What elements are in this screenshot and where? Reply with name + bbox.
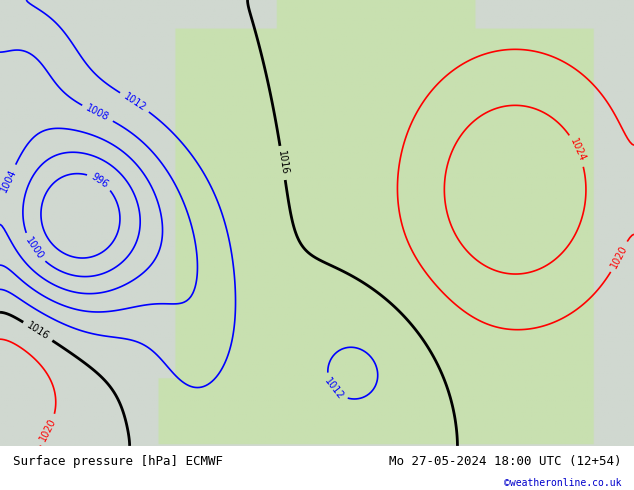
Text: 1024: 1024 bbox=[568, 137, 587, 164]
Text: 1008: 1008 bbox=[84, 103, 111, 123]
Text: 1012: 1012 bbox=[122, 91, 148, 113]
Text: 1004: 1004 bbox=[0, 167, 18, 194]
Text: 1000: 1000 bbox=[23, 235, 45, 261]
Text: 1016: 1016 bbox=[276, 150, 290, 176]
Text: 1020: 1020 bbox=[38, 416, 58, 443]
Text: 1012: 1012 bbox=[322, 376, 345, 401]
Text: 996: 996 bbox=[89, 172, 110, 190]
Text: Surface pressure [hPa] ECMWF: Surface pressure [hPa] ECMWF bbox=[13, 455, 223, 468]
Text: 1016: 1016 bbox=[25, 320, 51, 342]
Text: Mo 27-05-2024 18:00 UTC (12+54): Mo 27-05-2024 18:00 UTC (12+54) bbox=[389, 455, 621, 468]
Text: 1020: 1020 bbox=[609, 244, 630, 270]
Text: ©weatheronline.co.uk: ©weatheronline.co.uk bbox=[504, 478, 621, 489]
